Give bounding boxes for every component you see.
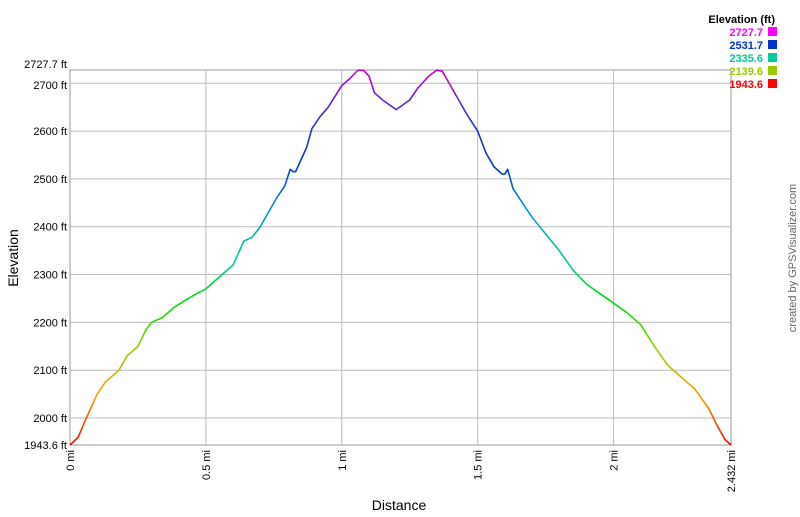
- y-axis-title: Elevation: [5, 229, 21, 287]
- y-tick-label: 2300 ft: [33, 270, 67, 282]
- y-tick-label: 2400 ft: [33, 222, 67, 234]
- legend-entry-label: 2727.7: [729, 27, 763, 39]
- y-grid: [70, 82, 731, 419]
- legend-entry-label: 2531.7: [729, 40, 763, 52]
- elevation-series-line: [69, 69, 732, 446]
- y-tick-label: 1943.6 ft: [24, 440, 67, 452]
- y-tick-label: 2700 ft: [33, 80, 67, 92]
- legend-swatch: [768, 79, 777, 88]
- x-tick-label: 2.432 mi: [726, 450, 738, 492]
- legend: Elevation (ft) 2727.72531.72335.62139.61…: [708, 14, 777, 91]
- legend-swatch: [768, 40, 777, 49]
- y-tick-label: 2600 ft: [33, 126, 67, 138]
- y-tick-label: 2727.7 ft: [24, 59, 67, 71]
- x-tick-label: 0 mi: [65, 450, 77, 471]
- x-tick-label: 1.5 mi: [473, 450, 485, 480]
- legend-swatch: [768, 66, 777, 75]
- x-tick-label: 0.5 mi: [201, 450, 213, 480]
- credit-text: created by GPSVisualizer.com: [787, 184, 799, 332]
- x-tick-labels: 0 mi 0.5 mi 1 mi 1.5 mi 2 mi 2.432 mi: [65, 450, 738, 492]
- y-tick-label: 2000 ft: [33, 413, 67, 425]
- legend-entry-label: 1943.6: [729, 79, 763, 91]
- legend-title: Elevation (ft): [708, 14, 775, 26]
- plot-area: [69, 69, 732, 446]
- y-tick-label: 2500 ft: [33, 174, 67, 186]
- x-tick-label: 1 mi: [337, 450, 349, 471]
- legend-swatch: [768, 53, 777, 62]
- y-tick-label: 2200 ft: [33, 317, 67, 329]
- legend-entry-label: 2335.6: [729, 53, 763, 65]
- legend-entry-label: 2139.6: [729, 66, 763, 78]
- y-tick-labels: 1943.6 ft 2000 ft 2100 ft 2200 ft 2300 ft 240…: [24, 59, 67, 452]
- x-tick-label: 2 mi: [609, 450, 621, 471]
- y-tick-label: 2100 ft: [33, 365, 67, 377]
- legend-swatch: [768, 27, 777, 36]
- x-axis-title: Distance: [372, 497, 427, 513]
